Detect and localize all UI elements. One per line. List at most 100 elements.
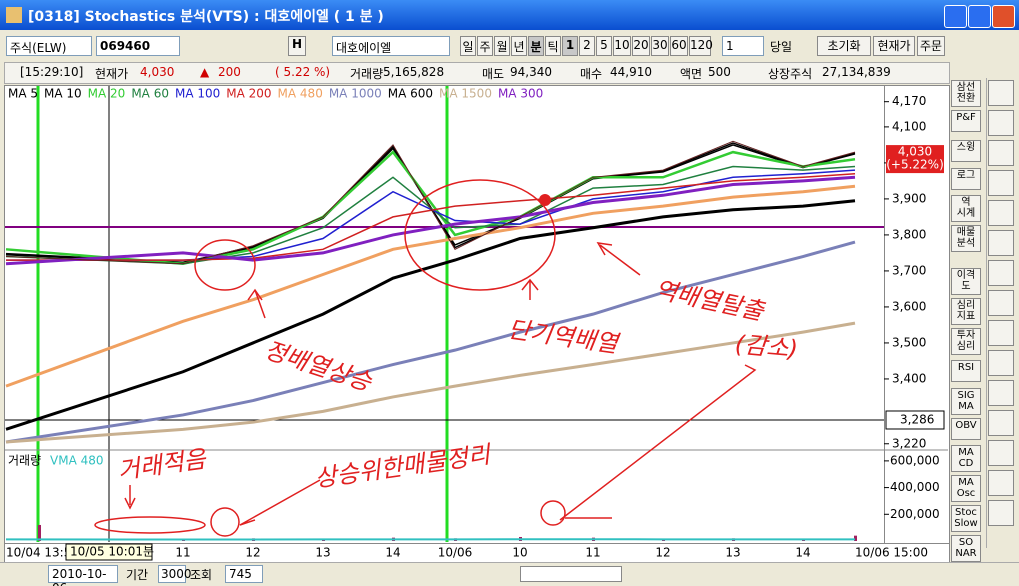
date-input[interactable]: 2010-10-06 <box>48 565 118 586</box>
info-shares-label: 상장주식 <box>768 67 813 81</box>
h-button[interactable]: H <box>288 36 306 56</box>
x-tick-label: 13 <box>315 546 330 560</box>
order-button[interactable]: 주문 <box>917 36 945 56</box>
tool-button[interactable] <box>988 470 1014 496</box>
ma-line <box>5 321 856 444</box>
indicator-button[interactable]: 로그 <box>951 168 981 190</box>
info-bid-label: 매수 <box>580 67 603 81</box>
indicator-button[interactable]: OBV <box>951 418 981 440</box>
interval-select[interactable]: 1 <box>722 36 764 56</box>
info-time: [15:29:10] <box>20 65 84 79</box>
period-input[interactable]: 3000 <box>158 565 192 583</box>
x-tick-label: 10/04 13:5 <box>6 546 71 560</box>
indicator-button[interactable]: P&F <box>951 110 981 132</box>
indicator-button[interactable]: MA Osc <box>951 475 981 502</box>
tool-button[interactable] <box>988 380 1014 406</box>
info-ask: 94,340 <box>510 65 552 79</box>
market-select[interactable]: 주식(ELW) <box>6 36 92 56</box>
info-ask-label: 매도 <box>482 67 505 81</box>
period-button[interactable]: 5 <box>596 36 612 56</box>
x-tick-label: 12 <box>245 546 260 560</box>
app-icon <box>6 7 22 23</box>
period-button[interactable]: 틱 <box>545 36 561 56</box>
info-price-label: 현재가 <box>95 67 129 81</box>
legend-entry: MA 60 <box>131 87 169 101</box>
indicator-button[interactable]: 심리 지표 <box>951 298 981 325</box>
indicator-button[interactable]: 투자 심리 <box>951 328 981 355</box>
minimize-button[interactable] <box>944 5 967 28</box>
handwritten-note: 상승위한매물정리 <box>313 440 494 493</box>
period-button[interactable]: 1 <box>562 36 578 56</box>
price-tag-rate: (+5.22%) <box>886 158 944 172</box>
x-tick-label: 11 <box>585 546 600 560</box>
tool-button[interactable] <box>988 320 1014 346</box>
period-button[interactable]: 20 <box>632 36 650 56</box>
reset-button[interactable]: 초기화 <box>817 36 871 56</box>
info-bar <box>4 62 950 84</box>
tool-button[interactable] <box>988 140 1014 166</box>
indicator-button[interactable]: MA CD <box>951 445 981 472</box>
cursor-tag-label: 3,286 <box>900 412 934 426</box>
tool-button[interactable] <box>988 410 1014 436</box>
scribble <box>94 516 206 534</box>
tool-button[interactable] <box>988 230 1014 256</box>
y-tick-label: 200,000 <box>890 507 940 521</box>
current-price-button[interactable]: 현재가 <box>873 36 915 56</box>
period-button[interactable]: 120 <box>689 36 713 56</box>
x-tick-label: 10 <box>512 546 527 560</box>
indicator-button[interactable]: SO NAR <box>951 535 981 562</box>
legend-entry: MA 200 <box>226 87 271 101</box>
tool-button[interactable] <box>988 200 1014 226</box>
scrollbar[interactable] <box>520 566 622 582</box>
tool-button[interactable] <box>988 440 1014 466</box>
y-tick-label: 3,600 <box>892 299 926 313</box>
y-tick-label: 3,500 <box>892 335 926 349</box>
period-button[interactable]: 10 <box>613 36 631 56</box>
period-button[interactable]: 주 <box>477 36 493 56</box>
maximize-button[interactable] <box>968 5 991 28</box>
same-day-checkbox[interactable]: 당일 <box>770 40 793 54</box>
handwritten-note: (감소) <box>734 330 799 363</box>
indicator-button[interactable]: SIG MA <box>951 388 981 415</box>
tool-button[interactable] <box>988 110 1014 136</box>
cursor-time: 10/05 10:01분 <box>70 545 154 559</box>
indicator-button[interactable]: 매물 분석 <box>951 225 981 252</box>
legend-entry: MA 1000 <box>329 87 382 101</box>
info-par: 500 <box>708 65 731 79</box>
period-button[interactable]: 2 <box>579 36 595 56</box>
y-tick-label: 3,800 <box>892 227 926 241</box>
close-button[interactable] <box>992 5 1015 28</box>
period-button[interactable]: 60 <box>670 36 688 56</box>
tool-button[interactable] <box>988 350 1014 376</box>
query-label: 조회 <box>190 568 213 582</box>
scribble-arrow <box>247 288 266 319</box>
scribble-arrow <box>521 278 539 300</box>
scribble-arrow <box>596 242 641 276</box>
indicator-button[interactable]: RSI <box>951 360 981 382</box>
indicator-button[interactable]: 이격 도 <box>951 268 981 295</box>
period-button[interactable]: 년 <box>511 36 527 56</box>
y-tick-label: 600,000 <box>890 453 940 467</box>
code-input[interactable]: 069460 <box>96 36 180 56</box>
indicator-button[interactable]: 삼선 전환 <box>951 80 981 107</box>
query-input[interactable]: 745 <box>225 565 263 583</box>
scribble <box>539 194 551 206</box>
tool-button[interactable] <box>988 500 1014 526</box>
tool-button[interactable] <box>988 260 1014 286</box>
period-button[interactable]: 분 <box>528 36 544 56</box>
indicator-button[interactable]: 스윙 <box>951 140 981 162</box>
indicator-button[interactable]: Stoc Slow <box>951 505 981 532</box>
y-tick-label: 4,170 <box>892 94 926 108</box>
info-par-label: 액면 <box>680 67 703 81</box>
info-volume: 5,165,828 <box>383 65 445 79</box>
tool-button[interactable] <box>988 80 1014 106</box>
period-button[interactable]: 30 <box>651 36 669 56</box>
period-button[interactable]: 월 <box>494 36 510 56</box>
period-button[interactable]: 일 <box>460 36 476 56</box>
scribble <box>210 507 240 537</box>
info-volume-label: 거래량 <box>350 67 384 81</box>
indicator-button[interactable]: 역 시계 <box>951 195 981 222</box>
y-tick-label: 400,000 <box>890 480 940 494</box>
tool-button[interactable] <box>988 290 1014 316</box>
tool-button[interactable] <box>988 170 1014 196</box>
